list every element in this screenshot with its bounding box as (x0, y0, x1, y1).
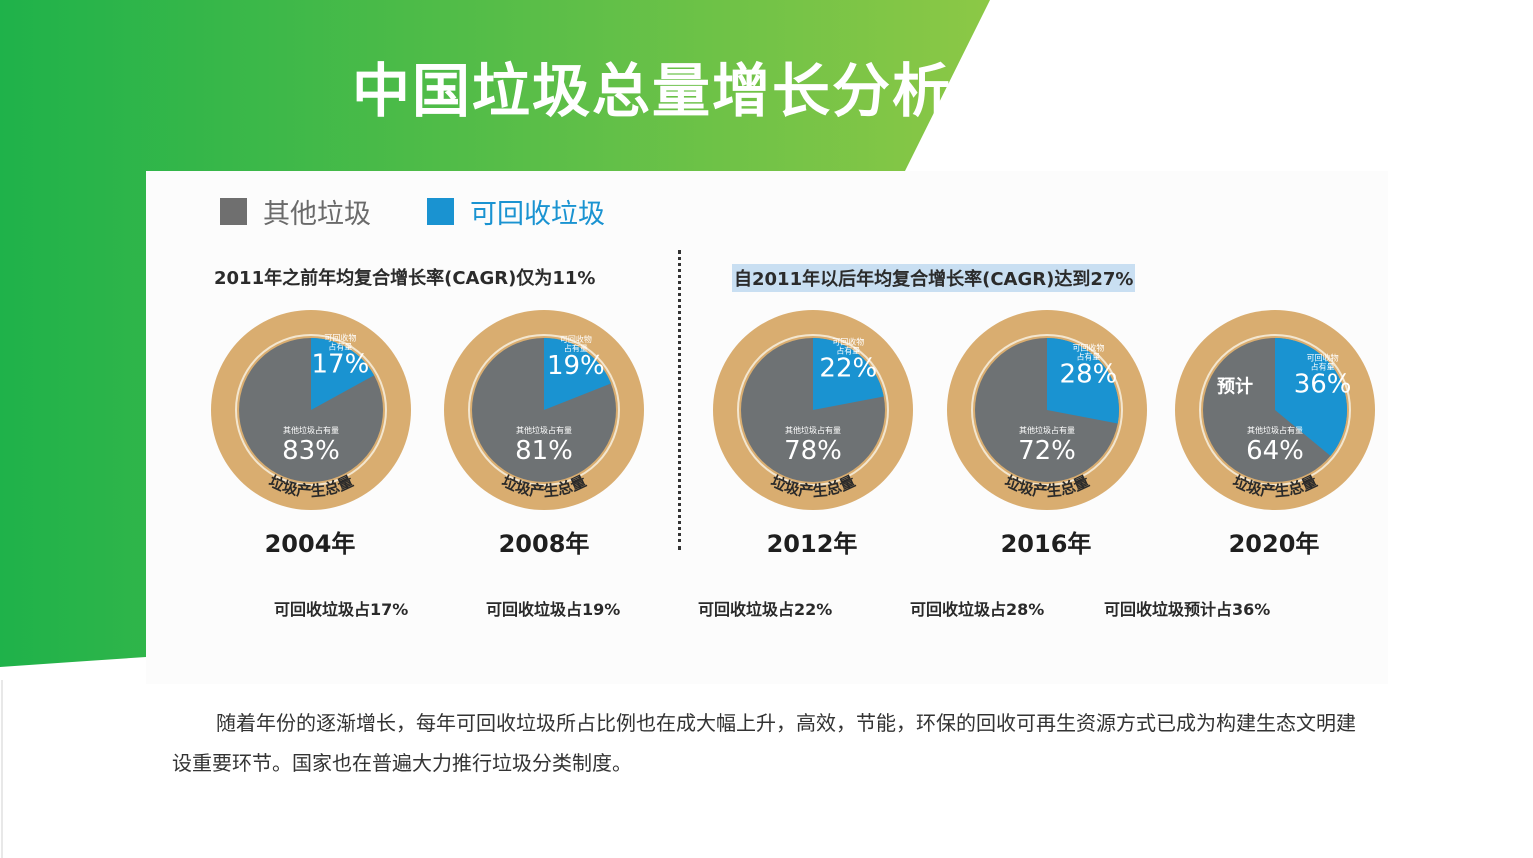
recyclable-caption: 占有量 (836, 346, 860, 356)
other-caption: 其他垃圾占有量 (516, 425, 572, 435)
recyclable-caption: 可回收物 (1307, 352, 1339, 362)
forecast-label: 预计 (1217, 375, 1253, 397)
ring-inner-border (1199, 334, 1351, 486)
recyclable-caption: 占有量 (1076, 352, 1100, 362)
timeline-label: 可回收垃圾占22% (698, 600, 833, 619)
other-value: 72% (1018, 436, 1076, 466)
timeline-label: 可回收垃圾占28% (910, 600, 1045, 619)
timeline-label: 可回收垃圾占17% (274, 600, 409, 619)
slice-recyclable (813, 338, 884, 410)
other-caption: 其他垃圾占有量 (283, 425, 339, 435)
ring-inner-border (235, 334, 387, 486)
ring-inner-border (468, 334, 620, 486)
description-paragraph: 随着年份的逐渐增长，每年可回收垃圾所占比例也在成大幅上升，高效，节能，环保的回收… (172, 711, 1356, 775)
legend-label-other: 其他垃圾 (263, 199, 371, 230)
other-caption: 其他垃圾占有量 (1247, 425, 1303, 435)
recyclable-value: 22% (819, 354, 877, 384)
timeline-label: 可回收垃圾预计占36% (1104, 600, 1271, 619)
recyclable-caption: 占有量 (564, 343, 588, 353)
legend-swatch-recyclable (427, 198, 454, 225)
year-label: 2020年 (1228, 530, 1320, 558)
legend-recyclable: 可回收垃圾 (427, 192, 605, 231)
cagr-before-label: 2011年之前年均复合增长率(CAGR)仅为11% (214, 268, 596, 289)
recyclable-caption: 可回收物 (560, 334, 592, 344)
period-divider (678, 250, 681, 550)
other-value: 78% (784, 436, 842, 466)
recyclable-value: 28% (1060, 360, 1118, 390)
year-label: 2012年 (766, 530, 858, 558)
other-value: 81% (515, 436, 573, 466)
recyclable-caption: 可回收物 (832, 337, 864, 347)
other-caption: 其他垃圾占有量 (1019, 425, 1075, 435)
other-caption: 其他垃圾占有量 (785, 425, 841, 435)
year-label: 2004年 (264, 530, 356, 558)
other-value: 64% (1246, 436, 1304, 466)
year-label: 2016年 (1000, 530, 1092, 558)
recyclable-value: 19% (547, 351, 605, 381)
slice-recyclable (544, 338, 611, 410)
slice-recyclable (311, 338, 375, 410)
recyclable-value: 17% (312, 349, 370, 379)
ring-inner-border (971, 334, 1123, 486)
other-value: 83% (282, 436, 340, 466)
legend-other: 其他垃圾 (220, 192, 371, 231)
slice-recyclable (1275, 338, 1347, 456)
year-label: 2008年 (498, 530, 590, 558)
ring-inner-border (737, 334, 889, 486)
recyclable-caption: 占有量 (328, 341, 352, 351)
recyclable-caption: 可回收物 (1072, 343, 1104, 353)
slice-recyclable (1047, 338, 1119, 424)
legend-swatch-other (220, 198, 247, 225)
recyclable-caption: 占有量 (1311, 361, 1335, 371)
recyclable-value: 36% (1294, 369, 1352, 399)
cagr-after-label: 自2011年以后年均复合增长率(CAGR)达到27% (732, 264, 1136, 292)
legend-label-recyclable: 可回收垃圾 (470, 199, 605, 230)
page-title: 中国垃圾总量增长分析 (352, 57, 953, 125)
green-banner (0, 0, 990, 667)
recyclable-caption: 可回收物 (324, 332, 356, 342)
timeline-label: 可回收垃圾占19% (486, 600, 621, 619)
